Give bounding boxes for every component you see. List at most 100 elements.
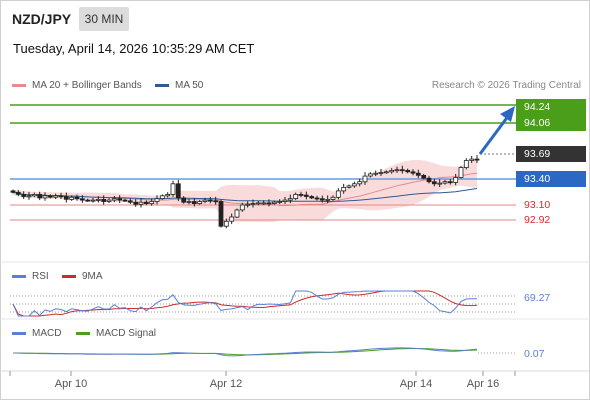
current-price-label: 93.69 [516,146,586,162]
rsi-line [12,290,477,317]
timestamp: Tuesday, April 14, 2026 10:35:29 AM CET [13,41,255,56]
macd-swatch [12,332,26,335]
support-label-1: 93.10 [524,199,551,211]
candle-body [309,196,315,199]
candle-body [287,198,293,201]
candle-body [218,201,224,227]
legend-ma50: MA 50 [155,80,203,91]
candle-body [458,167,464,178]
candle-body [373,172,379,175]
candle-body [74,196,80,200]
ma50-swatch [155,84,169,87]
candle-body [405,169,411,173]
source-label: Research © 2026 Trading Central [431,80,581,91]
candle-body [26,195,32,198]
candle-body [37,193,43,199]
rsi-swatch [12,275,26,278]
macd-value-label: 0.07 [524,348,545,360]
timeframe-badge[interactable]: 30 MIN [79,7,129,31]
legend-ma20-label: MA 20 + Bollinger Bands [32,80,142,91]
candle-body [383,171,389,174]
candle-body [122,199,128,202]
candle-body [31,193,37,197]
candle-body [79,198,85,201]
x-tick-label: Apr 10 [55,378,87,390]
bollinger-band-fill [13,158,477,222]
candle-body [117,198,123,201]
candle-body [319,198,325,201]
candle-body [159,195,165,200]
rsi-ma-swatch [62,275,76,278]
candle-body [127,200,133,203]
forecast-arrowhead [500,106,515,122]
candle-body [53,195,59,198]
candle-body [239,204,245,211]
candle-body [410,171,416,174]
ma50-line [12,188,478,203]
candlesticks [10,155,480,229]
macd-signal-swatch [76,332,90,335]
legend-rsi-label: RSI [32,271,49,282]
candle-body [415,172,421,176]
candle-body [181,197,187,203]
candle-body [111,198,117,201]
candle-body [63,196,69,200]
legend-ma20: MA 20 + Bollinger Bands [12,80,142,91]
candle-body [399,169,405,172]
candle-body [351,183,357,187]
candle-body [303,194,309,197]
legend-rsi-ma-label: 9MA [82,271,103,282]
candle-body [271,201,277,204]
candle-body [282,199,288,202]
candle-body [186,201,192,203]
candle-body [207,199,213,202]
candle-body [170,183,176,195]
candle-body [21,193,27,197]
resistance-label-1: 94.24 [516,99,586,115]
resistance-label-2: 94.06 [516,115,586,131]
pivot-label: 93.40 [516,171,586,187]
candle-body [426,177,432,183]
support-label-2: 92.92 [524,214,551,226]
candle-body [234,209,240,218]
candle-body [341,186,347,192]
x-tick-label: Apr 12 [210,378,242,390]
candle-body [367,173,373,177]
candle-body [149,201,155,204]
candle-body [213,200,219,203]
legend-macd: MACD [12,328,61,339]
candle-body [447,181,453,184]
candle-body [266,202,272,205]
macd-line [12,347,478,357]
candle-body [357,181,363,185]
legend-macd-signal: MACD Signal [76,328,156,339]
legend-ma50-label: MA 50 [175,80,204,91]
candle-body [298,193,304,196]
candle-body [453,177,459,183]
x-tick-label: Apr 16 [467,378,499,390]
candle-body [277,201,283,203]
candle-body [175,183,181,199]
candle-body [261,202,267,205]
source-credit: Research © 2026 Trading Central [432,80,581,91]
candle-body [378,172,384,174]
candle-body [138,201,144,205]
candle-body [191,201,197,204]
candle-body [154,198,160,202]
candle-body [346,185,352,188]
candle-body [106,199,112,202]
candle-body [85,199,91,202]
candle-body [42,195,48,199]
rsi-value-label: 69.27 [524,292,551,304]
candle-body [90,199,96,202]
candle-body [223,220,229,227]
candle-body [95,198,101,201]
candle-body [463,160,469,168]
candle-body [255,202,261,205]
candle-body [431,181,437,185]
candle-body [330,196,336,200]
bollinger-bands [13,158,477,222]
legend-macd-signal-label: MACD Signal [96,328,157,339]
candle-body [133,201,139,205]
candle-body [474,158,480,161]
